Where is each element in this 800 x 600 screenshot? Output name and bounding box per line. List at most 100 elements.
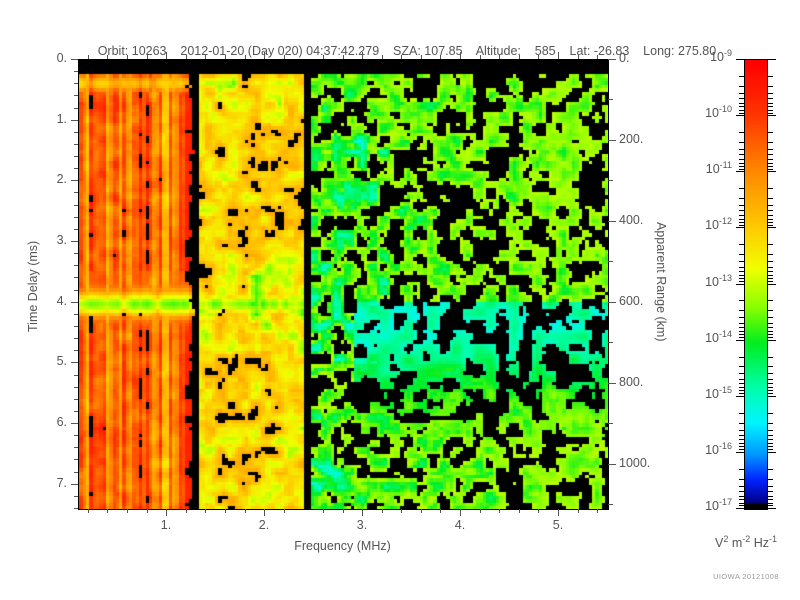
colorbar-minor-tick-left — [739, 103, 744, 104]
x-minor-tick-top — [107, 55, 108, 59]
colorbar-minor-tick-right — [768, 267, 773, 268]
colorbar-minor-tick-left — [739, 430, 744, 431]
x-minor-tick — [499, 509, 500, 513]
x-minor-tick — [401, 509, 402, 513]
colorbar-minor-tick-left — [739, 423, 744, 424]
y-minor-tick — [74, 496, 78, 497]
y-major-tick — [71, 484, 78, 485]
colorbar-minor-tick-right — [768, 254, 773, 255]
colorbar-minor-tick-left — [739, 76, 744, 77]
x-minor-tick-top — [597, 55, 598, 59]
colorbar-tick-label: 10-11 — [705, 159, 732, 176]
y-minor-tick — [74, 399, 78, 400]
y-tick-label: 4. — [56, 294, 67, 308]
colorbar-minor-tick-left — [739, 188, 744, 189]
x-major-tick-top — [460, 52, 461, 59]
colorbar-minor-tick-right — [768, 300, 773, 301]
colorbar-minor-tick-right — [768, 357, 773, 358]
y-major-tick — [71, 180, 78, 181]
colorbar-minor-tick-left — [739, 503, 744, 504]
y-major-tick — [71, 59, 78, 60]
y-axis-title: Time Delay (ms) — [26, 240, 40, 332]
colorbar-minor-tick-left — [739, 142, 744, 143]
colorbar-minor-tick-left — [739, 271, 744, 272]
colorbar-minor-tick-right — [768, 379, 773, 380]
header-line: Orbit: 10263 2012-01-20 (Day 020) 04:37:… — [97, 44, 717, 58]
colorbar-major-tick-right — [768, 452, 776, 453]
x-minor-tick-top — [519, 55, 520, 59]
colorbar-minor-tick-right — [768, 327, 773, 328]
x-minor-tick-top — [127, 55, 128, 59]
colorbar-minor-tick-right — [768, 271, 773, 272]
y-minor-tick — [74, 277, 78, 278]
x-minor-tick — [382, 509, 383, 513]
colorbar-minor-tick-left — [739, 439, 744, 440]
x-minor-tick — [107, 509, 108, 513]
y-minor-tick — [74, 192, 78, 193]
x-minor-tick — [88, 509, 89, 513]
colorbar-minor-tick-right — [768, 205, 773, 206]
colorbar-minor-tick-left — [739, 110, 744, 111]
colorbar-minor-tick-left — [739, 327, 744, 328]
x-major-tick — [558, 509, 559, 516]
x-minor-tick — [538, 509, 539, 513]
colorbar-major-tick-left — [736, 115, 744, 116]
y-minor-tick — [74, 132, 78, 133]
x-minor-tick — [186, 509, 187, 513]
y-minor-tick — [74, 229, 78, 230]
x-minor-tick-top — [88, 55, 89, 59]
x-minor-tick-top — [499, 55, 500, 59]
colorbar-minor-tick-left — [739, 281, 744, 282]
y-minor-tick — [74, 472, 78, 473]
colorbar-minor-tick-right — [768, 132, 773, 133]
x-minor-tick — [519, 509, 520, 513]
colorbar-minor-tick-left — [739, 205, 744, 206]
colorbar-minor-tick-right — [768, 446, 773, 447]
colorbar-minor-tick-right — [768, 278, 773, 279]
colorbar-minor-tick-right — [768, 310, 773, 311]
ionogram-heatmap-canvas — [79, 60, 608, 509]
colorbar-major-tick-left — [736, 508, 744, 509]
colorbar-minor-tick-right — [768, 435, 773, 436]
colorbar-tick-label: 10-12 — [705, 215, 732, 232]
colorbar-minor-tick-right — [768, 154, 773, 155]
y-tick-label: 1. — [56, 112, 67, 126]
colorbar-units-label: V2 m-2 Hz-1 — [714, 533, 778, 550]
colorbar-minor-tick-left — [739, 113, 744, 114]
y2-tick-label: 0. — [619, 51, 630, 65]
y-major-tick — [71, 120, 78, 121]
colorbar-minor-tick-right — [768, 423, 773, 424]
colorbar-minor-tick-right — [768, 317, 773, 318]
y-minor-tick — [74, 205, 78, 206]
colorbar-major-tick-left — [736, 452, 744, 453]
colorbar-minor-tick-right — [768, 106, 773, 107]
colorbar-minor-tick-right — [768, 430, 773, 431]
x-minor-tick — [245, 509, 246, 513]
colorbar-tick-label: 10-15 — [705, 384, 732, 401]
colorbar-minor-tick-left — [739, 393, 744, 394]
colorbar-major-tick-right — [768, 284, 776, 285]
x-minor-tick — [225, 509, 226, 513]
colorbar-minor-tick-right — [768, 244, 773, 245]
colorbar-minor-tick-right — [768, 163, 773, 164]
y-tick-label: 0. — [56, 51, 67, 65]
colorbar-minor-tick-left — [739, 166, 744, 167]
colorbar-minor-tick-right — [768, 103, 773, 104]
y2-minor-tick — [608, 342, 613, 343]
x-minor-tick — [205, 509, 206, 513]
colorbar-minor-tick-left — [739, 357, 744, 358]
y-minor-tick — [74, 217, 78, 218]
colorbar-tick-label: 10-9 — [710, 47, 732, 64]
colorbar-major-tick-right — [768, 508, 776, 509]
x-major-tick — [166, 509, 167, 516]
colorbar-minor-tick-left — [739, 486, 744, 487]
x-minor-tick — [578, 509, 579, 513]
colorbar-minor-tick-left — [739, 154, 744, 155]
colorbar-minor-tick-right — [768, 491, 773, 492]
x-major-tick-top — [166, 52, 167, 59]
colorbar-tick-label: 10-10 — [705, 103, 732, 120]
colorbar-minor-tick-right — [768, 449, 773, 450]
x-minor-tick — [343, 509, 344, 513]
x-major-tick — [460, 509, 461, 516]
colorbar-major-tick-right — [768, 340, 776, 341]
